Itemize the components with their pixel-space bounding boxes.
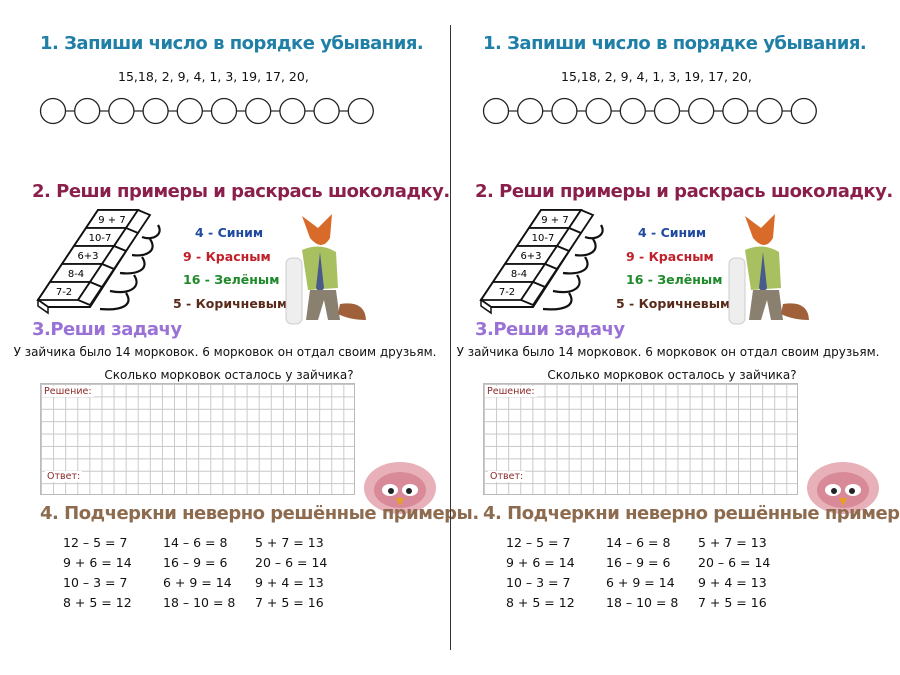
equation[interactable]: 16 – 9 = 6 [163,555,228,570]
bar-example: 6+3 [77,251,98,262]
answer-circle[interactable] [517,97,544,125]
answer-circle[interactable] [74,97,101,125]
equation[interactable]: 7 + 5 = 16 [698,595,767,610]
solution-label: Решение: [485,386,537,397]
task1-numbers: 15,18, 2, 9, 4, 1, 3, 19, 17, 20, [118,69,309,84]
equation[interactable]: 7 + 5 = 16 [255,595,324,610]
task1-title: 1. Запиши число в порядке убывания. [483,33,867,54]
equation[interactable]: 14 – 6 = 8 [606,535,671,550]
answer-circle[interactable] [279,97,306,125]
bar-example: 8-4 [511,269,527,280]
answer-circle[interactable] [142,97,169,125]
task4-title: 4. Подчеркни неверно решённые примеры. [483,503,900,524]
fox-character-illustration [728,214,809,325]
equation[interactable]: 9 + 4 = 13 [698,575,767,590]
answer-circle[interactable] [653,97,681,125]
answer-circle[interactable] [619,97,646,125]
color-legend-item: 16 - Зелёным [183,272,280,288]
solution-grid[interactable] [483,383,798,495]
answer-circle[interactable] [756,97,783,125]
circle-chain [482,97,817,125]
task1-numbers: 15,18, 2, 9, 4, 1, 3, 19, 17, 20, [561,69,752,84]
equation[interactable]: 18 – 10 = 8 [163,595,236,610]
equation[interactable]: 20 – 6 = 14 [698,555,771,570]
answer-circle[interactable] [482,97,510,125]
color-legend-item: 16 - Зелёным [626,272,723,288]
equation[interactable]: 6 + 9 = 14 [606,575,675,590]
equation[interactable]: 9 + 4 = 13 [255,575,324,590]
chocolate-bar-drawing: 9 + 7 10-7 6+3 8-4 7-2 [479,208,604,315]
equation[interactable]: 20 – 6 = 14 [255,555,328,570]
bar-example: 7-2 [56,287,72,298]
equation[interactable]: 6 + 9 = 14 [163,575,232,590]
fluffy-bird-illustration [807,462,879,514]
equation[interactable]: 9 + 6 = 14 [63,555,132,570]
color-legend-item: 4 - Синим [638,225,707,240]
equation[interactable]: 12 – 5 = 7 [506,535,571,550]
task3-title: 3.Реши задачу [475,319,625,340]
cut-divider-line [450,25,451,650]
answer-circle[interactable] [108,97,135,125]
task1-title: 1. Запиши число в порядке убывания. [40,33,424,54]
answer-label: Ответ: [488,471,526,482]
answer-circle[interactable] [176,97,203,125]
task3-title: 3.Реши задачу [32,319,182,340]
color-legend-item: 9 - Красным [626,248,714,264]
color-legend-item: 4 - Синим [195,225,264,240]
answer-circle[interactable] [790,97,817,125]
bar-example: 10-7 [532,233,555,244]
task3-question: Сколько морковок осталось у зайчика? [104,368,354,382]
solution-label: Решение: [42,386,94,397]
answer-circle[interactable] [722,97,749,125]
task2-title: 2. Реши примеры и раскрась шоколадку. [32,181,450,202]
equation[interactable]: 14 – 6 = 8 [163,535,228,550]
worksheet-copy-left: 1. Запиши число в порядке убывания. 15,18… [13,33,480,610]
equation[interactable]: 10 – 3 = 7 [63,575,128,590]
bar-example: 10-7 [89,233,112,244]
color-legend-item: 9 - Красным [183,248,271,264]
bar-example: 9 + 7 [541,215,568,226]
answer-circle[interactable] [551,97,578,125]
equation[interactable]: 12 – 5 = 7 [63,535,128,550]
equation[interactable]: 8 + 5 = 12 [506,595,575,610]
task3-problem-text: У зайчика было 14 морковок. 6 морковок о… [13,345,437,359]
color-legend-item: 5 - Коричневым [173,296,288,312]
color-legend-item: 5 - Коричневым [616,296,731,312]
answer-circle[interactable] [585,97,612,125]
answer-circle[interactable] [39,97,67,125]
fox-character-illustration [285,214,366,325]
chocolate-bar-drawing: 9 + 7 10-7 6+3 8-4 7-2 [36,208,161,315]
answer-circle[interactable] [688,97,715,125]
equation[interactable]: 9 + 6 = 14 [506,555,575,570]
answer-circle[interactable] [210,97,238,125]
answer-circle[interactable] [313,97,340,125]
answer-circle[interactable] [245,97,272,125]
equation[interactable]: 10 – 3 = 7 [506,575,571,590]
solution-grid[interactable] [40,383,355,495]
fluffy-bird-illustration [364,462,436,514]
equation[interactable]: 16 – 9 = 6 [606,555,671,570]
task4-title: 4. Подчеркни неверно решённые примеры. [40,503,479,524]
equation[interactable]: 8 + 5 = 12 [63,595,132,610]
task3-question: Сколько морковок осталось у зайчика? [547,368,797,382]
answer-circle[interactable] [347,97,374,125]
arrow-icon [542,224,604,311]
equation[interactable]: 18 – 10 = 8 [606,595,679,610]
worksheet-copy-right: 1. Запиши число в порядке убывания. 15,18… [443,0,900,675]
bar-example: 6+3 [520,251,541,262]
arrow-icon [99,224,161,311]
task3-problem-text: У зайчика было 14 морковок. 6 морковок о… [456,345,880,359]
circle-chain [39,97,374,125]
equation[interactable]: 5 + 7 = 13 [255,535,324,550]
bar-example: 9 + 7 [98,215,125,226]
answer-label: Ответ: [45,471,83,482]
bar-example: 8-4 [68,269,84,280]
bar-example: 7-2 [499,287,515,298]
equation[interactable]: 5 + 7 = 13 [698,535,767,550]
task2-title: 2. Реши примеры и раскрась шоколадку. [475,181,893,202]
